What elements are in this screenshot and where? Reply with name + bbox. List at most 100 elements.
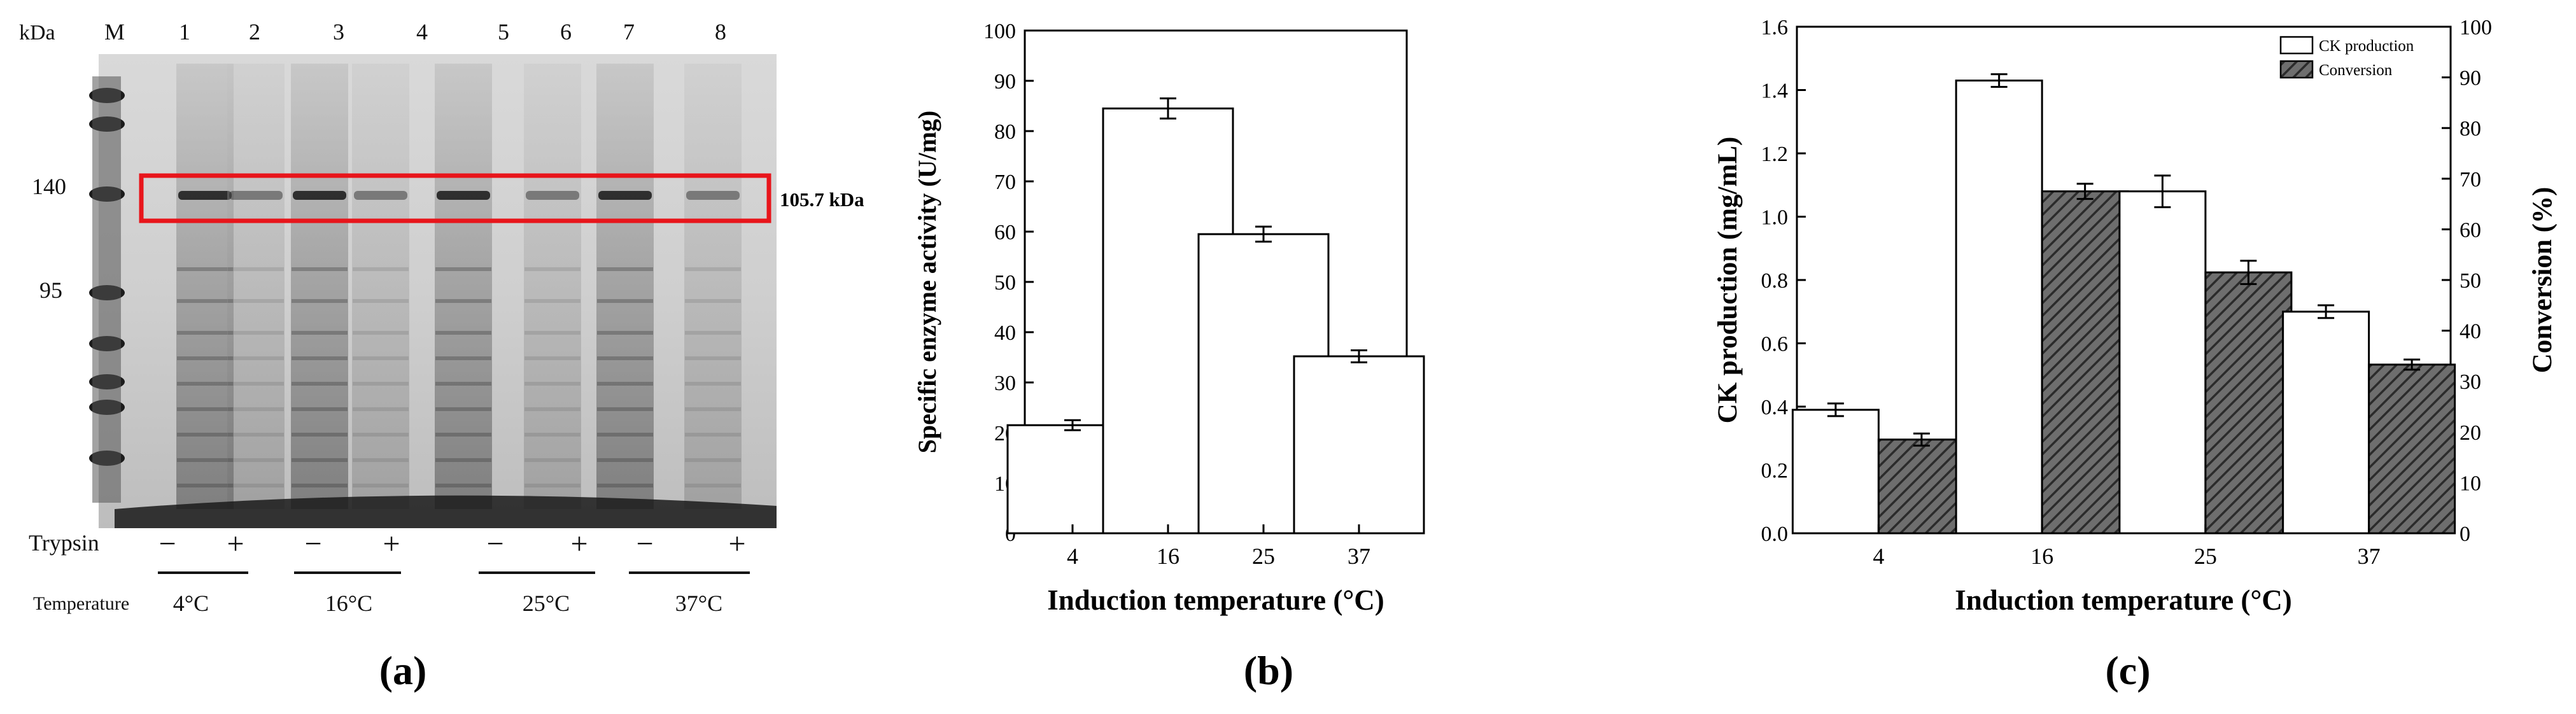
trypsin-sign: − [636, 527, 653, 561]
legend-label-conversion: Conversion [2319, 62, 2393, 79]
gel-lane-label: 7 [623, 19, 635, 45]
temperature-group-label: 25°C [523, 591, 570, 616]
gel-lane-label: 8 [715, 19, 726, 45]
gel-lane-label: M [104, 19, 125, 45]
x-tick-label: 4 [1067, 543, 1078, 569]
gel-band [353, 267, 409, 271]
gel-band [685, 458, 741, 462]
x-tick-label: 25 [2194, 543, 2217, 569]
gel-lanes [176, 64, 742, 509]
trypsin-sign: − [158, 527, 176, 561]
trypsin-sign: − [304, 527, 321, 561]
gel-lane-1 [176, 64, 234, 509]
target-band-lane-4 [354, 191, 407, 200]
target-band-lane-1 [178, 191, 232, 200]
gel-band [597, 356, 653, 360]
y-tick-label: 100 [983, 20, 1016, 43]
chart-c-ylabel-left: CK production (mg/mL) [1713, 137, 1743, 424]
chart-c-x-axis: 4 16 25 37 [1873, 524, 2381, 569]
y-tick-label-right: 80 [2460, 117, 2481, 141]
gel-band [292, 356, 348, 360]
y-tick-label-left: 1.4 [1761, 80, 1789, 103]
gel-band [177, 331, 233, 335]
gel-band [292, 458, 348, 462]
marker-ladder [89, 76, 125, 503]
panel-label-a: (a) [379, 648, 427, 693]
gel-band [597, 407, 653, 411]
trypsin-sign: + [227, 527, 244, 561]
gel-band [435, 299, 491, 303]
temperature-label: Temperature [33, 593, 129, 614]
gel-band [177, 458, 233, 462]
gel-band [292, 407, 348, 411]
x-tick-label: 25 [1252, 543, 1275, 569]
gel-band [524, 382, 581, 386]
gel-band [597, 433, 653, 437]
chart-c: 0.0 0.2 0.4 0.6 0.8 1.0 1.2 1.4 1.6 0 10 20 30 40 50 6… [1713, 16, 2558, 693]
bar-conversion-37 [2368, 363, 2456, 535]
gel-band [435, 484, 491, 487]
y-tick-label-left: 0.2 [1761, 459, 1789, 483]
chart-c-left-axis: 0.0 0.2 0.4 0.6 0.8 1.0 1.2 1.4 1.6 [1761, 16, 1806, 546]
gel-band [524, 407, 581, 411]
gel-band [524, 458, 581, 462]
gel-band [685, 267, 741, 271]
gel-band [685, 356, 741, 360]
gel-band [597, 299, 653, 303]
trypsin-signs: − + − + − + − + [158, 527, 750, 574]
y-tick-label: 50 [994, 271, 1016, 295]
gel-band [435, 382, 491, 386]
gel-lane-5 [435, 64, 492, 509]
y-tick-label-left: 1.2 [1761, 143, 1789, 166]
gel-band [685, 331, 741, 335]
y-tick-label-right: 0 [2460, 522, 2470, 546]
trypsin-label: Trypsin [29, 530, 99, 556]
chart-c-ylabel-right: Conversion (%) [2528, 187, 2558, 374]
gel-band [524, 331, 581, 335]
gel-band [524, 267, 581, 271]
gel-band [685, 484, 741, 487]
gel-band [353, 484, 409, 487]
gel-band [353, 331, 409, 335]
gel-band [353, 458, 409, 462]
gel-dye-front [115, 495, 777, 528]
gel-band [597, 331, 653, 335]
gel-band [597, 382, 653, 386]
gel-band [353, 356, 409, 360]
gel-unit-label: kDa [19, 21, 55, 45]
target-band-lane-3 [293, 191, 346, 200]
band-highlight-box [139, 173, 771, 223]
bar-conversion-16 [2041, 190, 2129, 535]
chart-b-x-axis: 4 16 25 37 [1067, 524, 1370, 569]
target-band-lane-8 [686, 191, 740, 200]
target-band-lane-5 [437, 191, 490, 200]
gel-band [292, 433, 348, 437]
bar-ck-25 [2118, 190, 2207, 535]
marker-label-95: 95 [39, 277, 62, 303]
chart-b-ylabel: Specific enzyme activity (U/mg) [913, 111, 941, 454]
marker-lane [92, 76, 121, 503]
y-tick-label-right: 70 [2460, 168, 2481, 192]
gel-band [685, 382, 741, 386]
gel-band [435, 458, 491, 462]
gel-lane-label: 4 [416, 19, 428, 45]
y-tick-label: 60 [994, 221, 1016, 244]
gel-band [292, 484, 348, 487]
gel-band [524, 484, 581, 487]
gel-band [524, 299, 581, 303]
gel-lane-label: 6 [560, 19, 572, 45]
gel-band [435, 267, 491, 271]
chart-c-right-axis: 0 10 20 30 40 50 60 70 80 90 100 [2442, 16, 2492, 546]
target-band-lane-6 [526, 191, 579, 200]
y-tick-label-left: 0.8 [1761, 269, 1789, 293]
gel-band [597, 267, 653, 271]
gel-band [292, 382, 348, 386]
legend-swatch-conversion [2279, 60, 2314, 79]
gel-lane-8 [684, 64, 742, 509]
y-tick-label-right: 30 [2460, 370, 2481, 394]
gel-lane-label: 3 [333, 19, 344, 45]
bar-37 [1293, 355, 1425, 535]
trypsin-sign: − [486, 527, 503, 561]
